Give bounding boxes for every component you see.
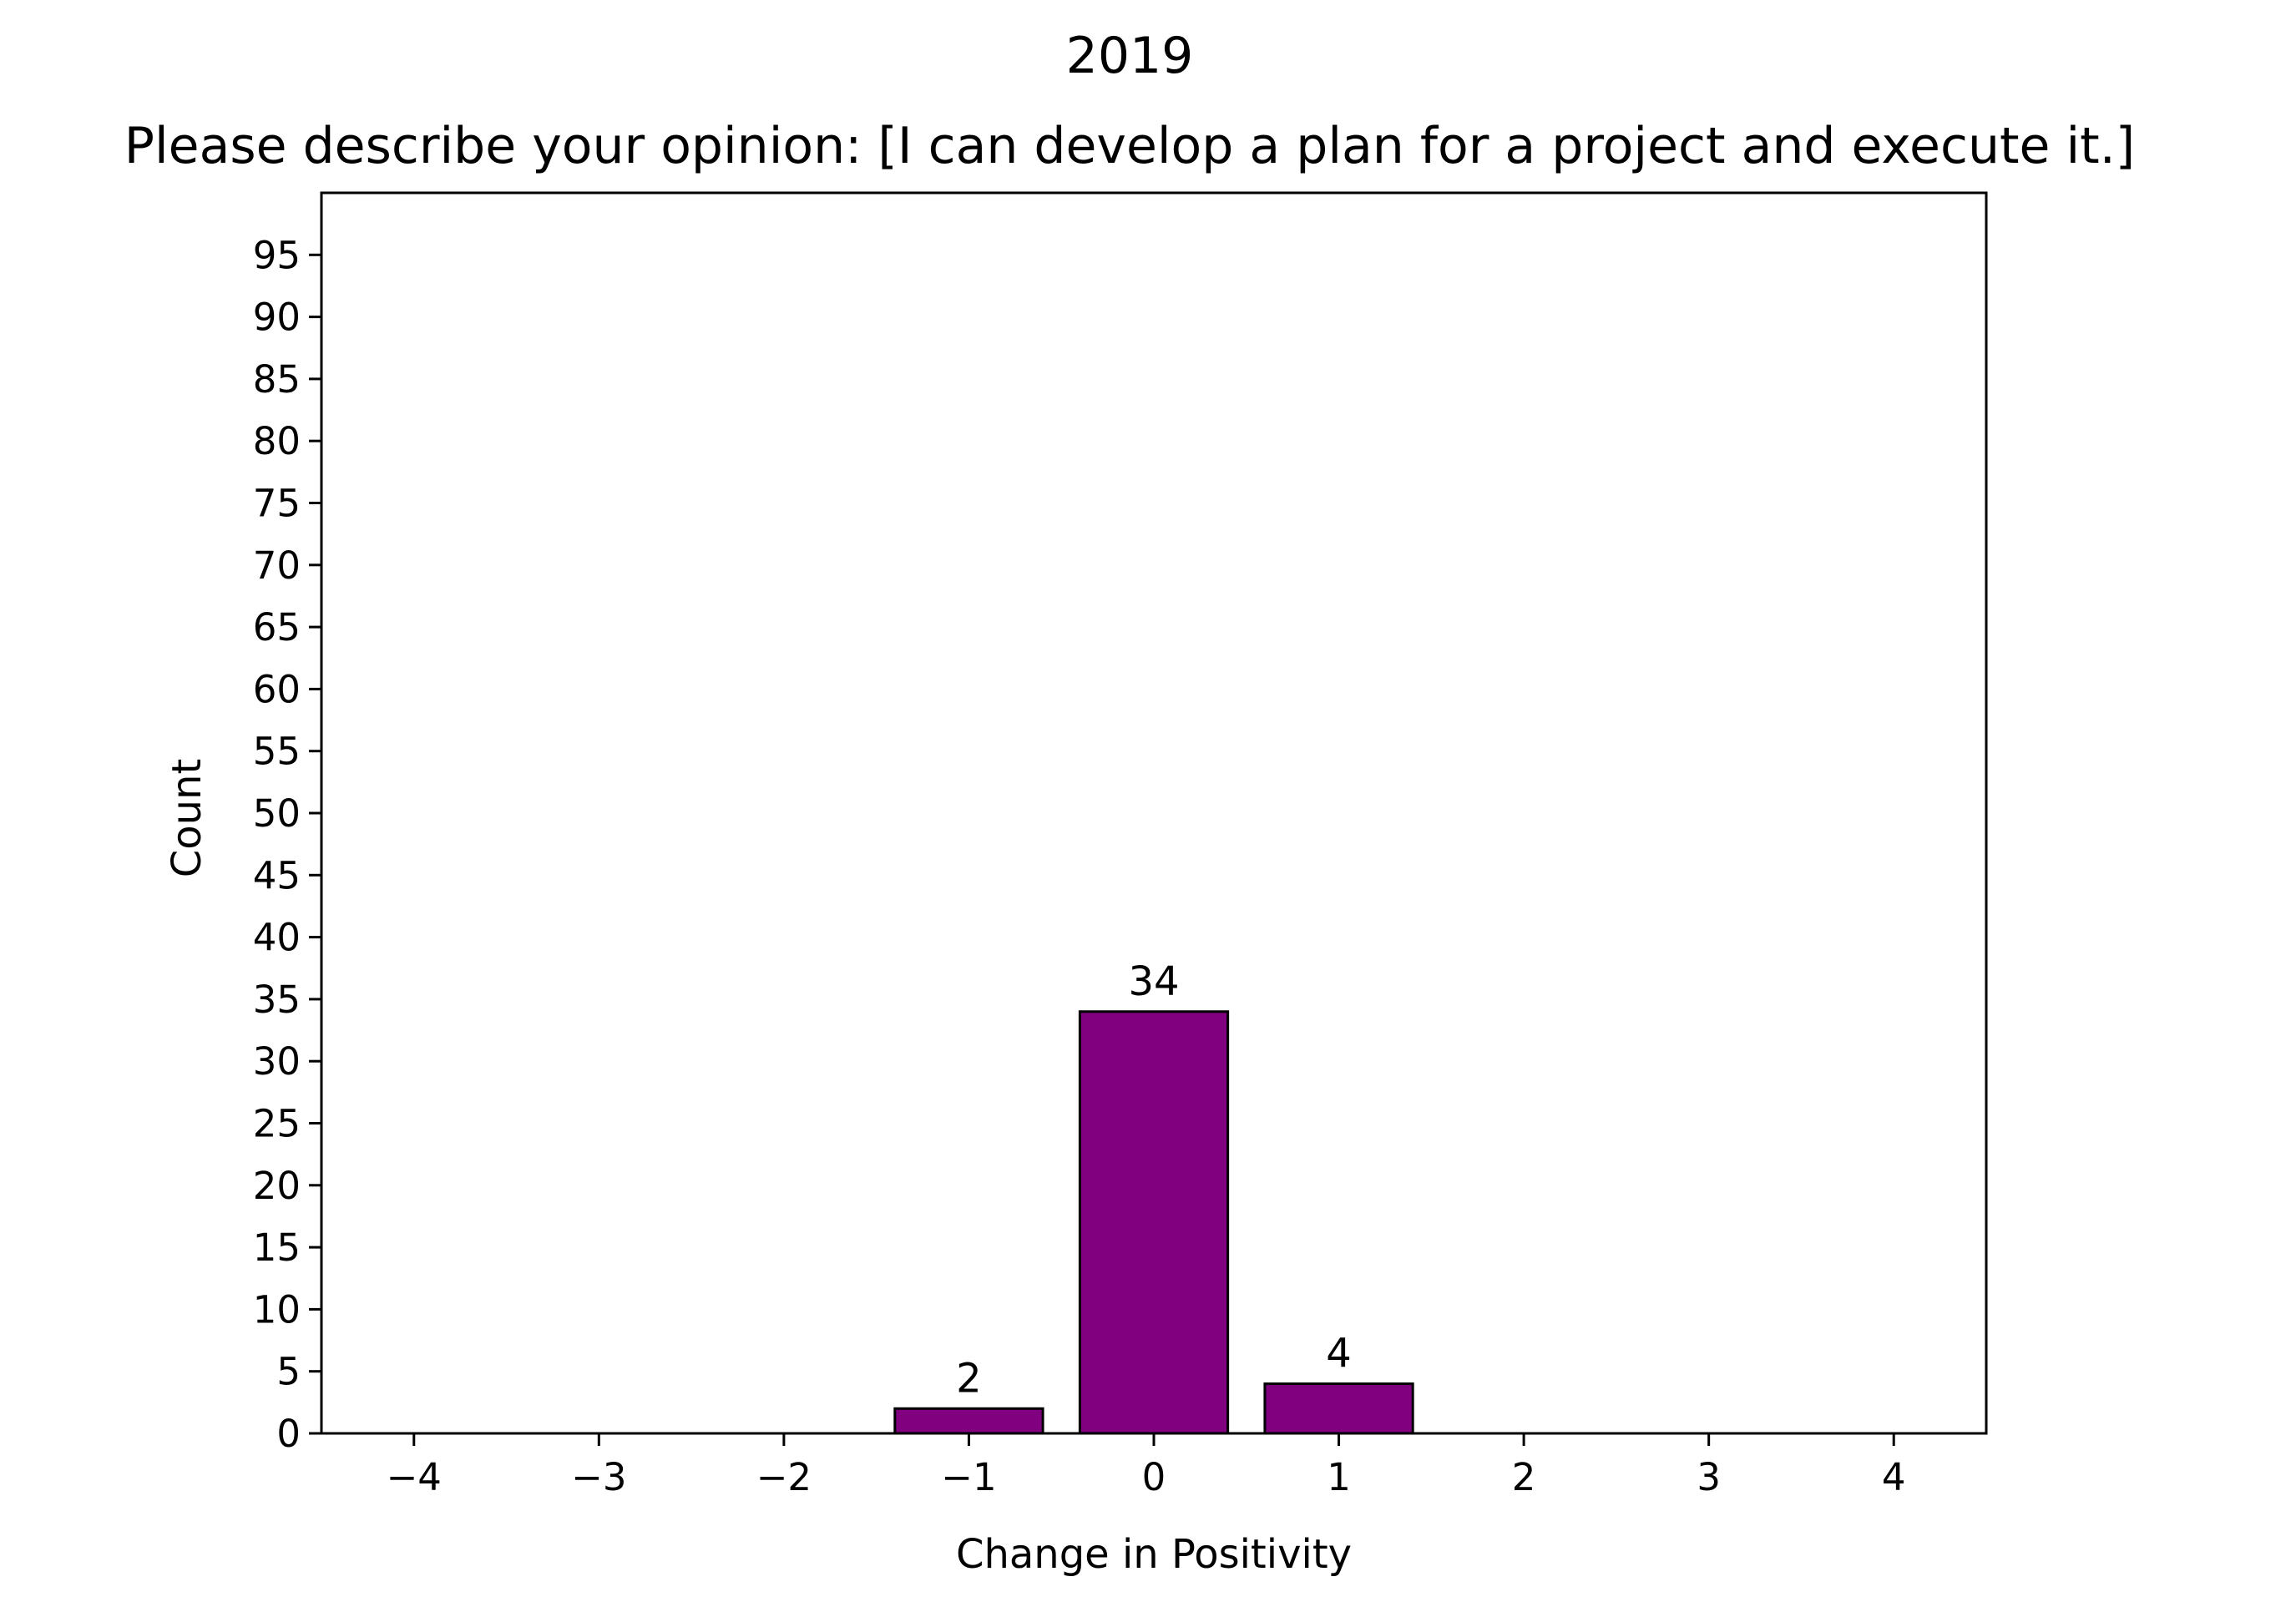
chart-suptitle: 2019 <box>1066 27 1194 85</box>
y-tick-label: 30 <box>253 1039 301 1084</box>
x-tick-label: 0 <box>1142 1455 1166 1499</box>
bar <box>1263 1382 1414 1435</box>
y-tick-label: 40 <box>253 916 301 960</box>
y-tick-label: 5 <box>276 1350 301 1394</box>
y-tick-label: 15 <box>253 1226 301 1270</box>
x-tick-label: 2 <box>1512 1455 1536 1499</box>
y-tick-label: 35 <box>253 978 301 1022</box>
y-tick-label: 0 <box>276 1412 301 1456</box>
y-tick-label: 45 <box>253 853 301 897</box>
y-tick-label: 95 <box>253 233 301 277</box>
y-tick-label: 25 <box>253 1102 301 1146</box>
x-tick-label: 1 <box>1327 1455 1351 1499</box>
y-tick-label: 10 <box>253 1287 301 1332</box>
x-tick-label: −4 <box>387 1455 442 1499</box>
data-label: 34 <box>1128 958 1179 1005</box>
x-tick-label: −2 <box>756 1455 812 1499</box>
y-axis-label: Count <box>164 759 210 878</box>
x-tick-label: −3 <box>571 1455 626 1499</box>
bar <box>893 1407 1044 1435</box>
x-axis-label: Change in Positivity <box>956 1531 1352 1578</box>
x-tick-label: −1 <box>941 1455 996 1499</box>
y-tick-label: 70 <box>253 543 301 588</box>
x-tick-label: 3 <box>1697 1455 1721 1499</box>
y-tick-label: 20 <box>253 1164 301 1208</box>
y-tick-label: 90 <box>253 296 301 340</box>
y-tick-label: 50 <box>253 791 301 836</box>
y-tick-label: 65 <box>253 605 301 649</box>
y-tick-label: 60 <box>253 667 301 711</box>
y-tick-label: 55 <box>253 730 301 774</box>
y-tick-label: 85 <box>253 357 301 402</box>
data-label: 2 <box>956 1355 982 1402</box>
x-tick-label: 4 <box>1882 1455 1906 1499</box>
y-axis: 0 5 10 15 20 25 30 35 40 45 50 55 60 65 70 75 80 85 90 95 <box>253 233 321 1456</box>
x-axis: −4 −3 −2 −1 0 1 2 3 4 <box>387 1433 1906 1499</box>
y-tick-label: 80 <box>253 419 301 463</box>
chart-title: Please describe your opinion: [I can dev… <box>124 117 2135 175</box>
bars-group <box>893 1010 1414 1435</box>
bar <box>1078 1010 1230 1435</box>
y-tick-label: 75 <box>253 482 301 526</box>
data-label: 4 <box>1326 1331 1352 1377</box>
data-labels-group: 2 34 4 <box>956 958 1352 1402</box>
